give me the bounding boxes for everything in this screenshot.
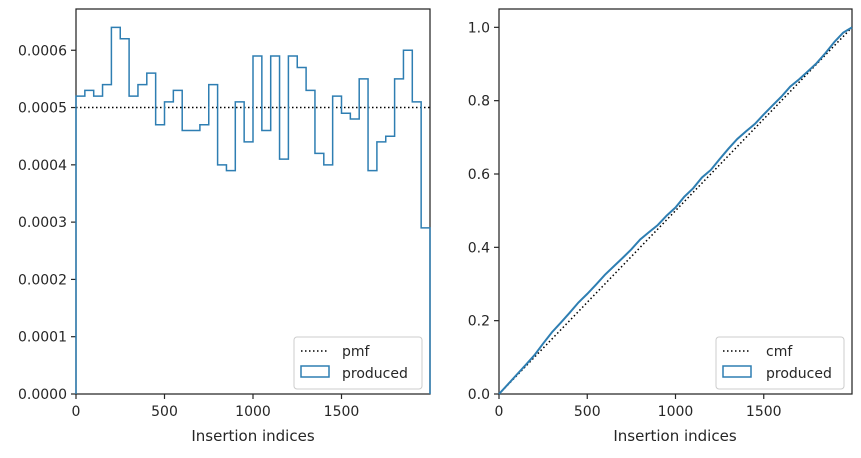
right-x-ticks: 0 500 1000 1500: [495, 394, 782, 420]
hist-bar: [271, 56, 280, 394]
left-legend-pmf-label: pmf: [342, 344, 371, 360]
x-tick-label: 500: [574, 404, 601, 420]
cmf-chart: 0 500 1000 1500 0.0 0.2 0.4 0.6 0.8 1.0 Insertio…: [468, 8, 853, 445]
hist-bar: [235, 102, 244, 394]
x-tick-label: 1500: [746, 404, 782, 420]
hist-bar: [147, 73, 156, 394]
right-legend-box: [715, 336, 845, 390]
right-legend-cmf-label: cmf: [766, 344, 793, 360]
right-x-axis-label: Insertion indices: [613, 427, 736, 445]
left-legend: pmf produced: [293, 336, 423, 390]
hist-bar: [244, 142, 253, 394]
right-plot-frame: [498, 8, 853, 395]
right-plot-area: [498, 26, 853, 395]
x-tick-label: 0: [72, 404, 81, 420]
hist-bar: [280, 159, 289, 394]
hist-bar: [129, 96, 138, 394]
left-legend-produced-label: produced: [342, 366, 408, 382]
right-y-ticks: 0.0 0.2 0.4 0.6 0.8 1.0: [468, 20, 499, 403]
produced-histogram: [75, 26, 431, 394]
hist-bar: [209, 85, 218, 394]
right-legend: cmf produced: [715, 336, 845, 390]
y-tick-label: 0.0002: [18, 272, 67, 288]
y-tick-label: 0.0000: [18, 387, 67, 403]
hist-bar: [173, 90, 182, 394]
y-tick-label: 0.0005: [18, 101, 67, 117]
left-x-axis-label: Insertion indices: [191, 427, 314, 445]
x-tick-label: 500: [151, 404, 178, 420]
x-tick-label: 1000: [658, 404, 694, 420]
hist-bar: [76, 96, 85, 394]
y-tick-label: 0.0001: [18, 330, 67, 346]
y-tick-label: 0.0: [468, 387, 490, 403]
hist-bar: [218, 165, 227, 394]
hist-bar: [111, 27, 120, 394]
hist-bar: [138, 85, 147, 394]
cmf-line: [498, 26, 853, 395]
y-tick-label: 0.2: [468, 314, 490, 330]
left-x-ticks: 0 500 1000 1500: [72, 394, 360, 420]
hist-bar: [200, 125, 209, 394]
hist-bar: [226, 171, 235, 394]
left-legend-box: [293, 336, 423, 390]
x-tick-label: 1000: [235, 404, 271, 420]
hist-bar: [85, 90, 94, 394]
y-tick-label: 0.6: [468, 167, 490, 183]
y-tick-label: 0.4: [468, 240, 490, 256]
hist-bar: [165, 102, 174, 394]
left-y-ticks: 0.0000 0.0001 0.0002 0.0003 0.0004 0.0005 0.00…: [18, 43, 76, 403]
hist-bar: [94, 96, 103, 394]
y-tick-label: 0.8: [468, 94, 490, 110]
y-tick-label: 0.0006: [18, 43, 67, 59]
hist-bar: [120, 39, 129, 394]
left-legend-produced-swatch: [300, 365, 330, 378]
left-plot-area: [75, 26, 431, 394]
x-tick-label: 1500: [324, 404, 360, 420]
x-tick-label: 0: [495, 404, 504, 420]
hist-bar: [182, 130, 191, 394]
produced-cumulative-line: [498, 26, 853, 395]
y-tick-label: 0.0004: [18, 158, 67, 174]
hist-bar: [156, 125, 165, 394]
right-legend-produced-swatch: [722, 365, 752, 378]
y-tick-label: 0.0003: [18, 215, 67, 231]
pmf-chart: 0 500 1000 1500 0.00000.00010.00020.00030.0…: [18, 8, 431, 445]
hist-bar: [191, 130, 200, 394]
hist-bar: [103, 85, 112, 394]
right-legend-produced-label: produced: [766, 366, 832, 382]
y-tick-label: 1.0: [468, 20, 490, 36]
hist-bar: [262, 130, 271, 394]
hist-bar: [253, 56, 262, 394]
